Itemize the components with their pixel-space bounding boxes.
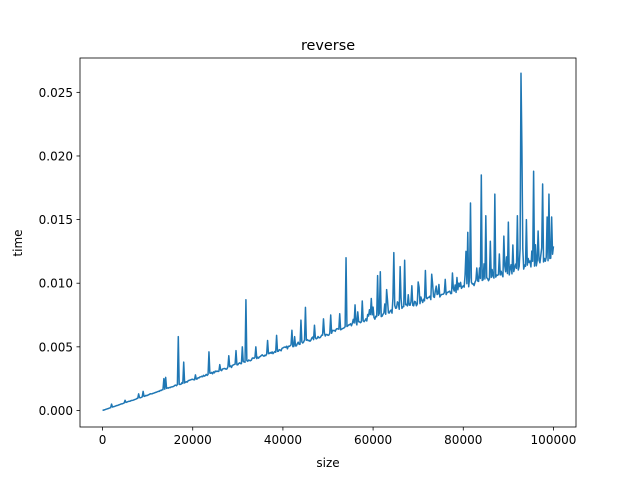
- y-tick-label: 0.005: [39, 340, 73, 354]
- x-tick-label: 40000: [264, 433, 302, 447]
- x-tick-label: 0: [99, 433, 107, 447]
- y-tick-label: 0.015: [39, 213, 73, 227]
- x-tick-label: 20000: [174, 433, 212, 447]
- y-tick-label: 0.000: [39, 404, 73, 418]
- x-axis-label: size: [316, 456, 339, 470]
- x-tick-label: 100000: [531, 433, 577, 447]
- y-tick-label: 0.020: [39, 149, 73, 163]
- series-line: [102, 72, 555, 412]
- y-axis-label: time: [11, 229, 25, 256]
- y-tick-label: 0.010: [39, 277, 73, 291]
- y-tick-label: 0.025: [39, 86, 73, 100]
- x-tick-label: 60000: [354, 433, 392, 447]
- plot-frame: [79, 57, 577, 428]
- x-tick-label: 80000: [444, 433, 482, 447]
- chart-title: reverse: [301, 38, 355, 54]
